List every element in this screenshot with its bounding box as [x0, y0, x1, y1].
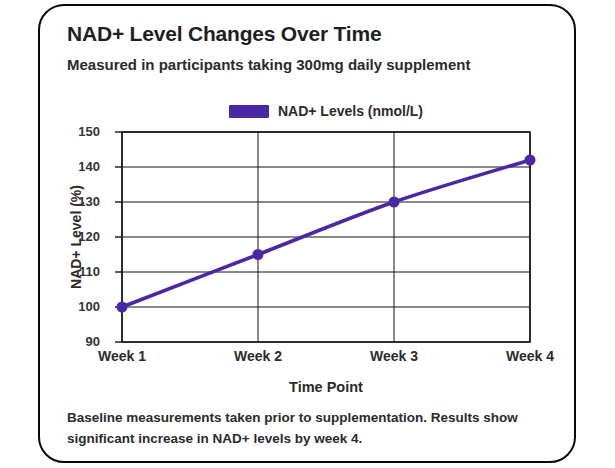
footer-line-1: Baseline measurements taken prior to sup… [67, 407, 567, 428]
y-tick-label: 130 [40, 195, 100, 209]
x-axis-tick-labels: Week 1Week 2Week 3Week 4 [122, 348, 530, 366]
legend-label: NAD+ Levels (nmol/L) [278, 103, 423, 119]
x-tick-label: Week 4 [485, 348, 575, 364]
y-tick-label: 100 [40, 300, 100, 314]
data-point-marker [253, 249, 264, 260]
y-tick-label: 110 [40, 265, 100, 279]
y-tick-label: 150 [40, 125, 100, 139]
y-tick-label: 120 [40, 230, 100, 244]
series-line [122, 160, 530, 307]
x-tick-label: Week 1 [77, 348, 167, 364]
footer-caption: Baseline measurements taken prior to sup… [67, 407, 567, 449]
y-tick-label: 140 [40, 160, 100, 174]
x-axis-title: Time Point [122, 379, 530, 395]
data-point-marker [117, 302, 128, 313]
y-axis-tick-labels: 90100110120130140150 [40, 132, 110, 342]
chart-card: NAD+ Level Changes Over Time Measured in… [38, 4, 576, 463]
y-tick-label: 90 [40, 335, 100, 349]
line-chart-svg [122, 132, 530, 342]
chart-title: NAD+ Level Changes Over Time [67, 22, 381, 46]
x-tick-label: Week 3 [349, 348, 439, 364]
chart-legend: NAD+ Levels (nmol/L) [122, 103, 530, 119]
footer-line-2: significant increase in NAD+ levels by w… [67, 428, 567, 449]
chart-subtitle: Measured in participants taking 300mg da… [67, 56, 470, 73]
data-point-marker [525, 155, 536, 166]
legend-swatch-icon [229, 105, 269, 118]
x-tick-label: Week 2 [213, 348, 303, 364]
line-chart-plot-area [122, 132, 530, 342]
data-point-marker [389, 197, 400, 208]
